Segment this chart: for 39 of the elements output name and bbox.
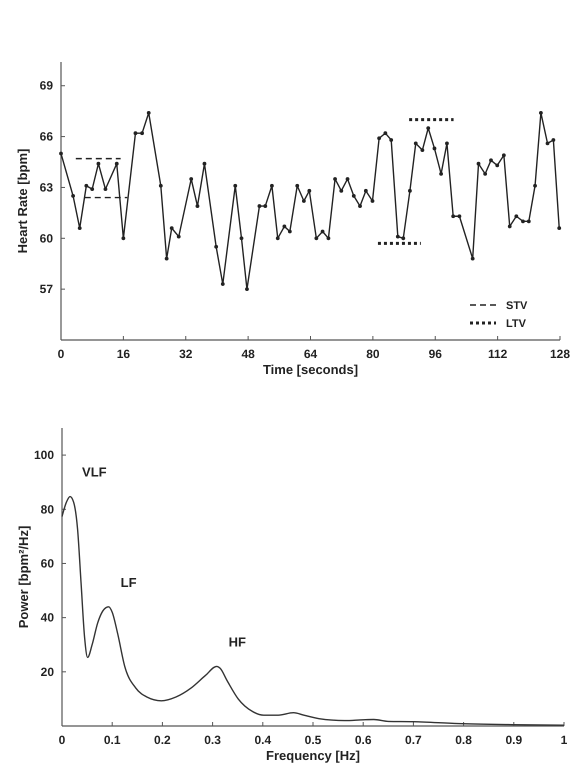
- x-tick-label: 1: [560, 733, 568, 747]
- y-axis-title: Heart Rate [bpm]: [15, 148, 30, 254]
- y-tick-label: 60: [40, 556, 54, 570]
- y-axis-title: Power [bpm²/Hz]: [16, 526, 31, 628]
- x-axis-title: Frequency [Hz]: [266, 748, 360, 763]
- x-tick-label: 0.2: [154, 733, 172, 747]
- x-tick-label: 96: [428, 347, 442, 361]
- x-tick-label: 128: [550, 347, 570, 361]
- annotation: LF: [120, 574, 137, 590]
- y-tick-label: 100: [34, 448, 54, 462]
- x-axis-title: Time [seconds]: [262, 362, 358, 377]
- y-tick-label: 40: [40, 610, 54, 625]
- x-tick-label: 0.3: [204, 733, 222, 747]
- annotation: HF: [228, 634, 246, 650]
- y-tick-label: 57: [40, 282, 54, 296]
- annotation: VLF: [82, 464, 107, 480]
- x-tick-label: 0.5: [304, 733, 322, 747]
- x-tick-label: 16: [116, 347, 130, 361]
- x-tick-label: 0.4: [254, 733, 272, 747]
- x-tick-label: 112: [488, 347, 508, 361]
- y-tick-label: 63: [40, 180, 54, 194]
- x-tick-label: 64: [304, 347, 318, 361]
- y-tick-label: 80: [40, 502, 54, 516]
- x-tick-label: 32: [179, 347, 193, 361]
- legend-label: LTV: [506, 318, 527, 330]
- x-tick-label: 0.8: [455, 733, 472, 747]
- y-tick-label: 60: [40, 231, 54, 246]
- y-tick-label: 69: [40, 78, 54, 93]
- legend-label: STV: [506, 300, 528, 312]
- y-tick-label: 66: [40, 130, 54, 144]
- x-tick-label: 0.9: [505, 733, 522, 747]
- x-tick-label: 0.7: [405, 733, 422, 747]
- x-tick-label: 0: [58, 347, 65, 361]
- x-tick-label: 0.6: [354, 733, 372, 747]
- x-tick-label: 80: [366, 347, 380, 361]
- x-tick-label: 48: [241, 347, 256, 361]
- x-tick-label: 0.1: [104, 733, 121, 747]
- x-tick-label: 0: [58, 733, 66, 747]
- y-tick-label: 20: [40, 664, 54, 679]
